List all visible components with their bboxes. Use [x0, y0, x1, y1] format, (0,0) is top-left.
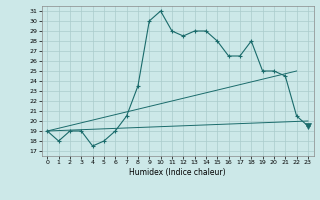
X-axis label: Humidex (Indice chaleur): Humidex (Indice chaleur)	[129, 168, 226, 177]
